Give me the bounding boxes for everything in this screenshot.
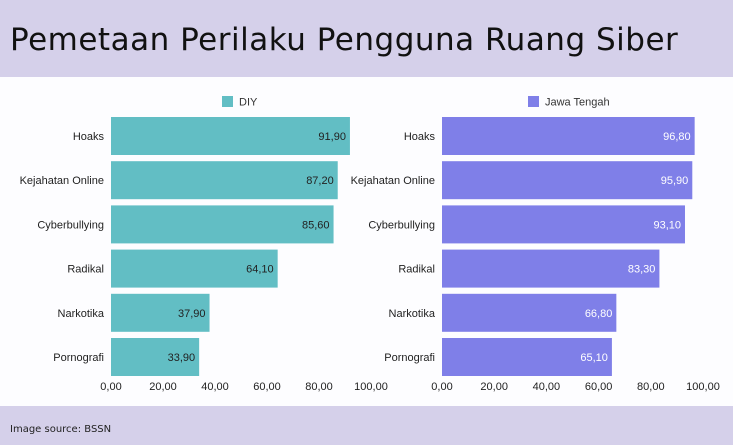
page-title: Pemetaan Perilaku Pengguna Ruang Siber: [10, 22, 679, 58]
category-label: Kejahatan Online: [351, 175, 435, 187]
category-label: Radikal: [398, 264, 435, 276]
x-tick-label: 80,00: [637, 381, 665, 393]
bar-pornografi: [442, 338, 612, 376]
value-label: 91,90: [318, 131, 346, 143]
x-tick-label: 100,00: [686, 381, 720, 393]
category-label: Cyberbullying: [368, 219, 435, 231]
value-label: 93,10: [653, 219, 681, 231]
bar-narkotika: [111, 293, 210, 332]
bar-narkotika: [442, 293, 617, 332]
category-label: Narkotika: [58, 308, 105, 320]
value-label: 65,10: [580, 352, 608, 364]
value-label: 64,10: [246, 264, 274, 276]
x-tick-label: 100,00: [354, 381, 388, 393]
x-tick-label: 40,00: [533, 381, 561, 393]
bar-kejahatan-online: [111, 161, 338, 200]
value-label: 95,90: [661, 175, 689, 187]
value-label: 37,90: [178, 308, 206, 320]
value-label: 87,20: [306, 175, 334, 187]
x-tick-label: 0,00: [100, 381, 121, 393]
x-tick-label: 60,00: [585, 381, 613, 393]
value-label: 83,30: [628, 264, 656, 276]
category-label: Hoaks: [404, 131, 436, 143]
value-label: 33,90: [168, 352, 196, 364]
charts-svg: DIY Hoaks 91,90 Kejahatan Online 87,20 Cyberb…: [20, 96, 720, 393]
image-source: Image source: BSSN: [10, 424, 112, 435]
value-label: 96,80: [663, 131, 691, 143]
bar-kejahatan-online: [442, 161, 693, 200]
x-tick-label: 40,00: [201, 381, 229, 393]
chart-panel: DIY Hoaks 91,90 Kejahatan Online 87,20 Cyberb…: [0, 77, 733, 406]
value-label: 66,80: [585, 308, 613, 320]
category-label: Cyberbullying: [37, 219, 104, 231]
category-label: Hoaks: [73, 131, 105, 143]
legend-swatch: [222, 96, 233, 107]
category-label: Kejahatan Online: [20, 175, 104, 187]
bar-cyberbullying: [442, 205, 685, 244]
bar-cyberbullying: [111, 205, 334, 244]
category-label: Pornografi: [53, 352, 104, 364]
bar-radikal: [442, 249, 660, 288]
category-label: Pornografi: [384, 352, 435, 364]
bar-hoaks: [111, 117, 350, 155]
bar-pornografi: [111, 338, 200, 376]
bar-hoaks: [442, 117, 695, 155]
category-label: Radikal: [67, 264, 104, 276]
x-tick-label: 20,00: [480, 381, 508, 393]
x-tick-label: 20,00: [149, 381, 177, 393]
x-tick-label: 0,00: [431, 381, 452, 393]
value-label: 85,60: [302, 219, 330, 231]
category-label: Narkotika: [389, 308, 436, 320]
legend-swatch: [528, 96, 539, 107]
x-tick-label: 80,00: [305, 381, 333, 393]
legend-label: Jawa Tengah: [545, 97, 610, 109]
bar-radikal: [111, 249, 278, 288]
legend-label: DIY: [239, 97, 258, 109]
x-tick-label: 60,00: [253, 381, 281, 393]
